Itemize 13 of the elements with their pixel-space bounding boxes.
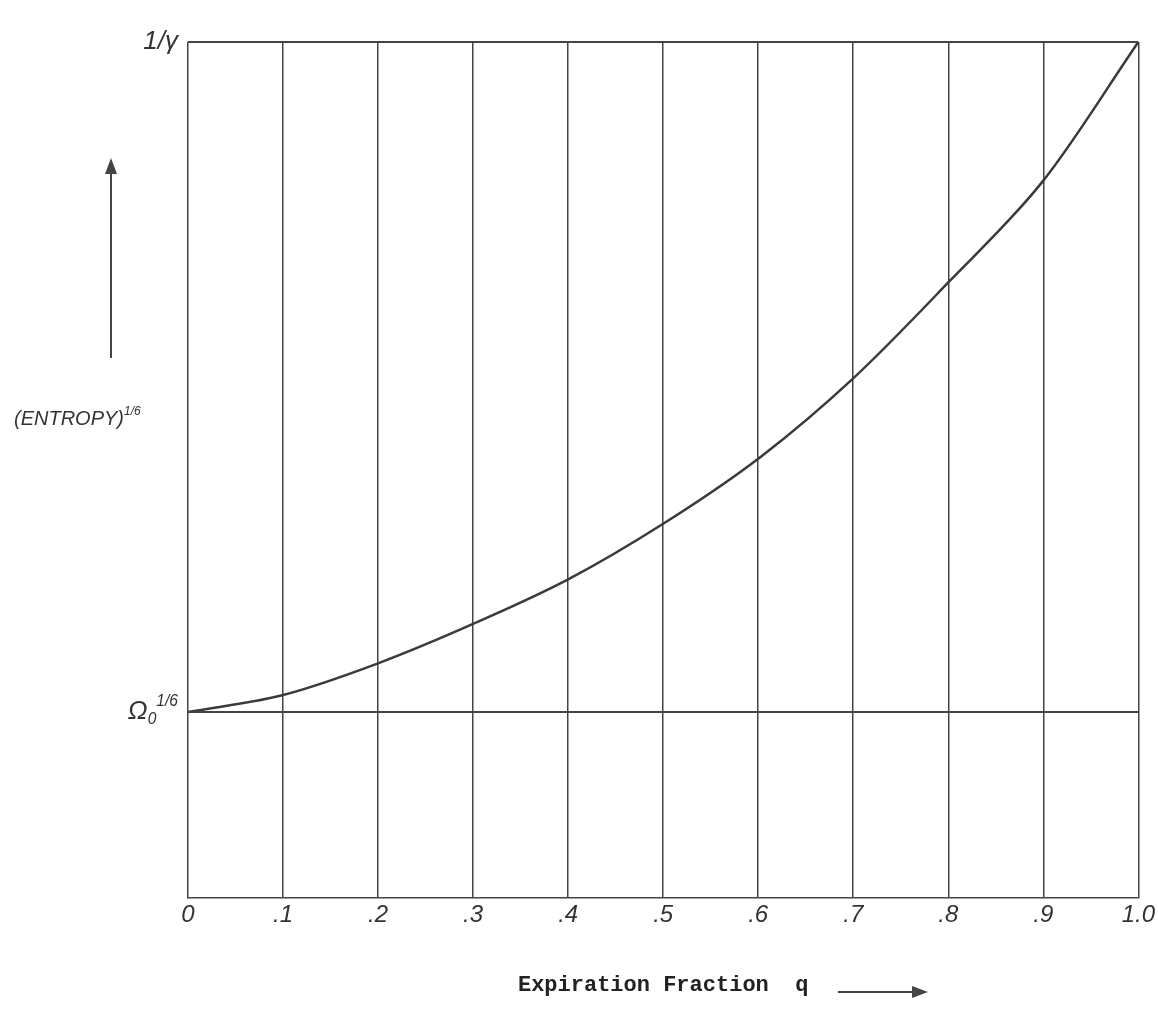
x-tick-label: .9 — [1033, 899, 1054, 927]
x-tick-label: .2 — [368, 899, 389, 927]
x-axis-title: Expiration Fraction q — [517, 973, 809, 999]
x-tick-label: .8 — [938, 899, 959, 927]
x-tick-label: .7 — [843, 899, 865, 927]
x-tick-label: 0 — [181, 899, 196, 927]
ref-line-label: 1/γ — [143, 25, 180, 56]
x-tick-label: 1.0 — [1121, 899, 1156, 927]
x-tick-label: .3 — [463, 899, 484, 927]
x-tick-label: .6 — [748, 899, 769, 927]
x-tick-label: .4 — [558, 899, 579, 927]
x-tick-label: .5 — [653, 899, 674, 927]
x-tick-label: .1 — [273, 899, 294, 927]
